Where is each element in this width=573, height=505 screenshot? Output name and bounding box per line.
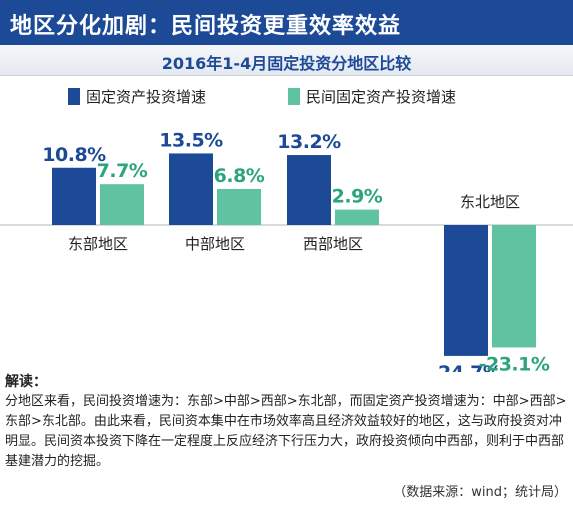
header-banner: 地区分化加剧：民间投资更重效率效益	[0, 0, 573, 45]
caption-body: 分地区来看，民间投资增速为：东部>中部>西部>东北部，而固定资产投资增速为：中部…	[5, 394, 567, 469]
legend-label-series-1: 固定资产投资增速	[86, 87, 207, 106]
bar-2-3	[335, 209, 379, 225]
legend-label-series-2: 民间固定资产投资增速	[306, 87, 457, 106]
bar-2-2	[217, 188, 261, 225]
value-label-1-1: 10.8%	[42, 144, 106, 166]
bar-1-1	[52, 167, 96, 225]
value-label-2-1: 7.7%	[97, 160, 148, 182]
legend-swatch-series-1	[68, 87, 80, 105]
bar-1-4	[444, 225, 488, 356]
value-label-1-3: 13.2%	[277, 131, 341, 153]
category-label-4: 东北地区	[460, 193, 520, 211]
page-title: 地区分化加剧：民间投资更重效率效益	[10, 14, 402, 39]
value-label-2-3: 2.9%	[332, 186, 383, 208]
legend-item-series-1: 固定资产投资增速	[68, 84, 206, 108]
bar-2-1	[100, 184, 144, 225]
caption-block: 解读： 分地区来看，民间投资增速为：东部>中部>西部>东北部，而固定资产投资增速…	[5, 372, 568, 472]
bar-1-2	[169, 153, 213, 225]
bar-1-3	[287, 155, 331, 225]
chart-legend: 固定资产投资增速 民间固定资产投资增速	[0, 84, 573, 108]
category-label-3: 西部地区	[303, 235, 363, 253]
category-label-1: 东部地区	[68, 235, 128, 253]
legend-swatch-series-2	[288, 87, 300, 105]
chart-title: 2016年1-4月固定投资分地区比较	[161, 54, 412, 73]
category-label-2: 中部地区	[185, 235, 245, 253]
value-label-1-2: 13.5%	[159, 129, 223, 151]
bar-2-4	[492, 225, 536, 348]
caption-heading: 解读：	[5, 374, 47, 390]
value-label-2-4: -23.1%	[479, 353, 550, 372]
value-label-1-4: -24.7%	[431, 362, 502, 372]
legend-item-series-2: 民间固定资产投资增速	[288, 84, 456, 108]
chart-title-band: 2016年1-4月固定投资分地区比较	[0, 45, 573, 76]
data-source: （数据来源：wind；统计局）	[393, 485, 567, 500]
value-label-2-2: 6.8%	[214, 165, 265, 187]
bar-chart: 10.8%7.7% 东部地区 13.5% 6.8% 中部地区 13.2% 2.9% 西部地区 -…	[0, 129, 573, 372]
